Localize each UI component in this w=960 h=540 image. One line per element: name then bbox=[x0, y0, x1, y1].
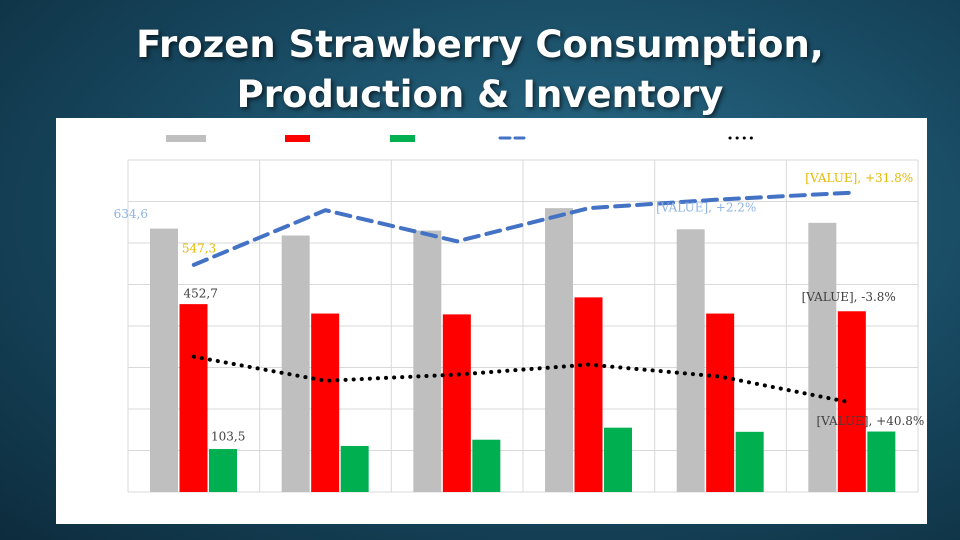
bar bbox=[472, 439, 501, 492]
line bbox=[191, 190, 855, 267]
bar bbox=[706, 313, 735, 492]
bar bbox=[179, 304, 208, 492]
data-label: [VALUE], +31.8% bbox=[805, 171, 913, 185]
slide-title: Frozen Strawberry Consumption, Productio… bbox=[136, 23, 824, 116]
bar bbox=[837, 311, 866, 492]
data-label: 103,5 bbox=[211, 430, 245, 444]
bar bbox=[442, 314, 471, 492]
bar bbox=[735, 431, 764, 492]
bar bbox=[545, 208, 573, 492]
bar bbox=[413, 230, 442, 493]
bar bbox=[281, 235, 310, 492]
bar bbox=[808, 222, 837, 492]
bar bbox=[150, 228, 178, 492]
legend-marker bbox=[390, 135, 415, 142]
bar bbox=[574, 297, 603, 492]
data-label: [VALUE], +2.2% bbox=[656, 200, 756, 214]
data-label: 452,7 bbox=[184, 287, 218, 301]
chart: 634,6 [VALUE], +2.2% 452,7 [VALUE], -3.8% 10… bbox=[56, 118, 927, 524]
line bbox=[191, 354, 855, 405]
data-label: 547,3 bbox=[182, 241, 216, 255]
bar bbox=[311, 313, 340, 492]
bar bbox=[867, 431, 896, 492]
data-label: [VALUE], +40.8% bbox=[816, 414, 924, 428]
bar bbox=[604, 427, 632, 492]
data-label: [VALUE], -3.8% bbox=[802, 290, 896, 304]
bar bbox=[209, 449, 237, 492]
legend-marker bbox=[285, 135, 310, 142]
bar bbox=[340, 445, 369, 492]
bar bbox=[676, 229, 705, 492]
data-label: 634,6 bbox=[114, 207, 148, 221]
legend-marker bbox=[166, 135, 206, 142]
